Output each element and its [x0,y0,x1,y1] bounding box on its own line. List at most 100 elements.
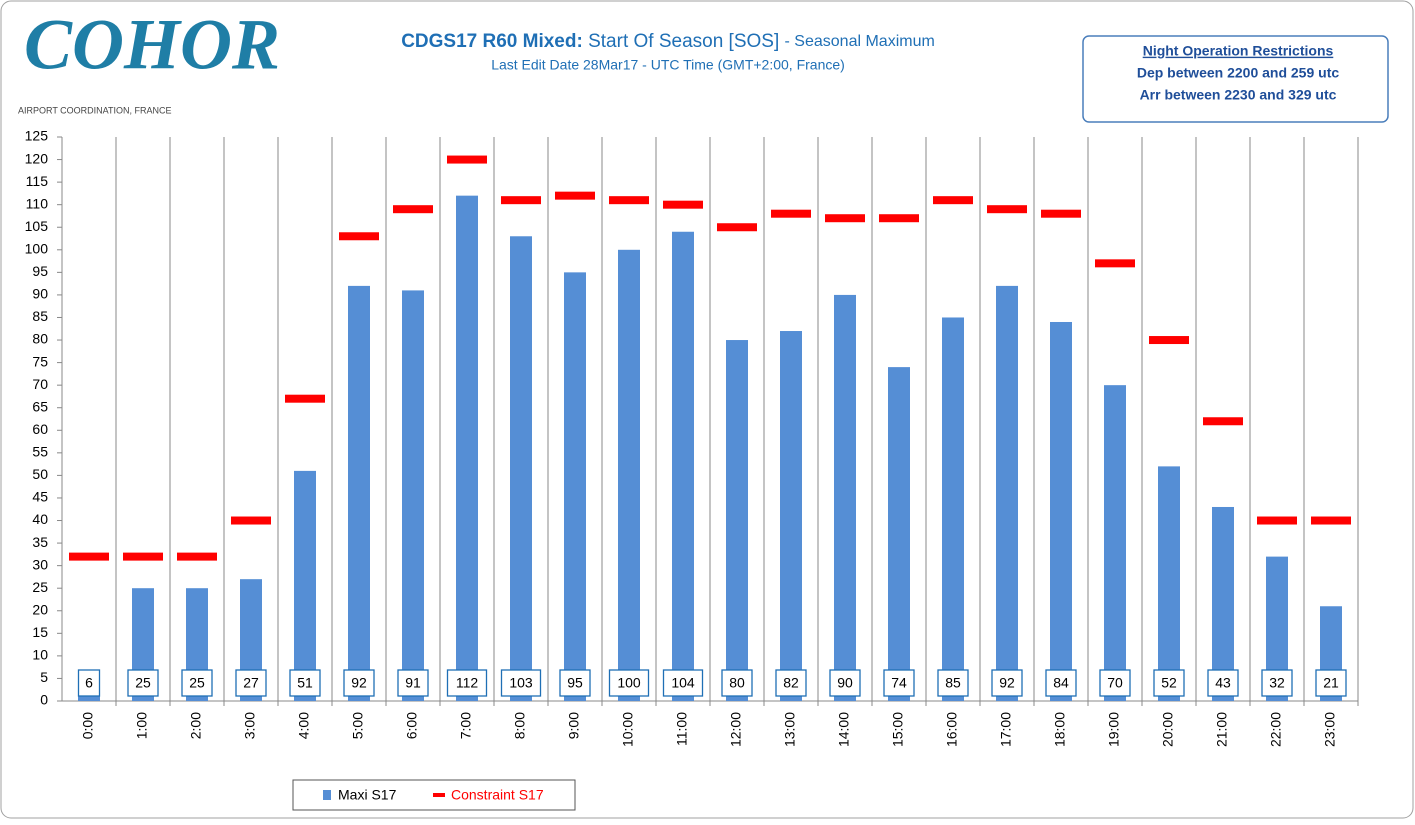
data-label: 92 [351,675,367,691]
y-tick-label: 70 [32,376,48,392]
y-tick-label: 50 [32,466,48,482]
x-tick-label: 20:00 [1160,712,1176,747]
notice-line: Arr between 2230 and 329 utc [1140,87,1337,103]
y-tick-label: 10 [32,647,48,663]
y-tick-label: 35 [32,534,48,550]
bar [942,317,964,701]
constraint-mark [1203,417,1243,426]
data-label: 25 [135,675,151,691]
data-label-box [1099,669,1131,697]
data-label: 27 [243,675,259,691]
y-tick-label: 100 [25,241,49,257]
bar [1212,506,1234,701]
data-label: 100 [617,675,641,691]
data-label-box [289,669,321,697]
x-tick-label: 0:00 [80,712,96,739]
y-tick-label: 5 [40,669,48,685]
bar [780,331,802,701]
x-tick-label: 7:00 [458,712,474,739]
y-tick-label: 75 [32,353,48,369]
x-tick-label: 5:00 [350,712,366,739]
data-label: 52 [1161,675,1177,691]
title-part: - Seasonal Maximum [785,33,935,50]
y-tick-label: 125 [25,128,49,144]
constraint-mark [501,196,541,205]
data-label: 112 [456,675,479,691]
data-label-box [1153,669,1185,697]
x-tick-label: 16:00 [944,712,960,747]
legend-swatch [323,790,331,800]
data-label: 51 [297,675,313,691]
x-tick-label: 9:00 [566,712,582,739]
legend-swatch [433,793,445,797]
constraint-mark [447,155,487,164]
notice-line: Dep between 2200 and 259 utc [1137,65,1340,81]
data-label: 84 [1053,675,1069,691]
data-label-box [721,669,753,697]
x-tick-label: 13:00 [782,712,798,747]
constraint-mark [177,552,217,561]
x-tick-label: 18:00 [1052,712,1068,747]
data-label: 85 [945,675,961,691]
x-tick-label: 6:00 [404,712,420,739]
data-label: 91 [405,675,421,691]
data-label-box [1315,669,1347,697]
constraint-mark [825,214,865,223]
x-tick-label: 3:00 [242,712,258,739]
y-tick-label: 105 [25,218,49,234]
data-label: 32 [1269,675,1285,691]
x-tick-label: 11:00 [674,712,690,746]
legend: Maxi S17 Constraint S17 [292,779,576,811]
x-tick-label: 17:00 [998,712,1014,747]
title-part: CDGS17 R60 Mixed: [401,31,583,52]
constraint-mark [987,205,1027,214]
bar [1104,385,1126,701]
y-tick-label: 60 [32,421,48,437]
data-label-box [1207,669,1239,697]
y-tick-label: 20 [32,601,48,617]
x-tick-label: 14:00 [836,712,852,747]
x-tick-label: 1:00 [134,712,150,739]
logo-tagline: AIRPORT COORDINATION, FRANCE [18,105,172,115]
bar [348,285,370,701]
data-label-box [500,669,542,697]
title-part: Start Of Season [SOS] [588,31,779,52]
data-label-box [991,669,1023,697]
constraint-mark [69,552,109,561]
data-label-box [1261,669,1293,697]
constraint-mark [933,196,973,205]
data-label-box [127,669,159,697]
constraint-mark [393,205,433,214]
data-label-box [937,669,969,697]
y-tick-label: 120 [25,150,49,166]
legend-label: Constraint S17 [451,787,544,803]
constraint-mark [717,223,757,232]
x-tick-label: 8:00 [512,712,528,739]
y-tick-label: 90 [32,286,48,302]
y-tick-label: 25 [32,579,48,595]
data-label-box [662,669,704,697]
constraint-mark [879,214,919,223]
data-label: 43 [1215,675,1231,691]
bar [1050,321,1072,701]
notice-box [1082,35,1389,123]
data-label-box [77,669,101,697]
x-tick-label: 19:00 [1106,712,1122,747]
constraint-mark [1041,209,1081,218]
bar [834,294,856,701]
bar [726,340,748,701]
y-tick-label: 15 [32,624,48,640]
y-tick-label: 55 [32,444,48,460]
y-tick-label: 65 [32,398,48,414]
y-tick-label: 115 [26,173,49,189]
bar [996,285,1018,701]
constraint-mark [771,209,811,218]
bar [294,470,316,701]
x-tick-label: 4:00 [296,712,312,739]
bar [888,367,910,701]
notice: Night Operation Restrictions Dep between… [1082,35,1389,123]
data-label: 25 [189,675,205,691]
y-tick-label: 45 [32,489,48,505]
